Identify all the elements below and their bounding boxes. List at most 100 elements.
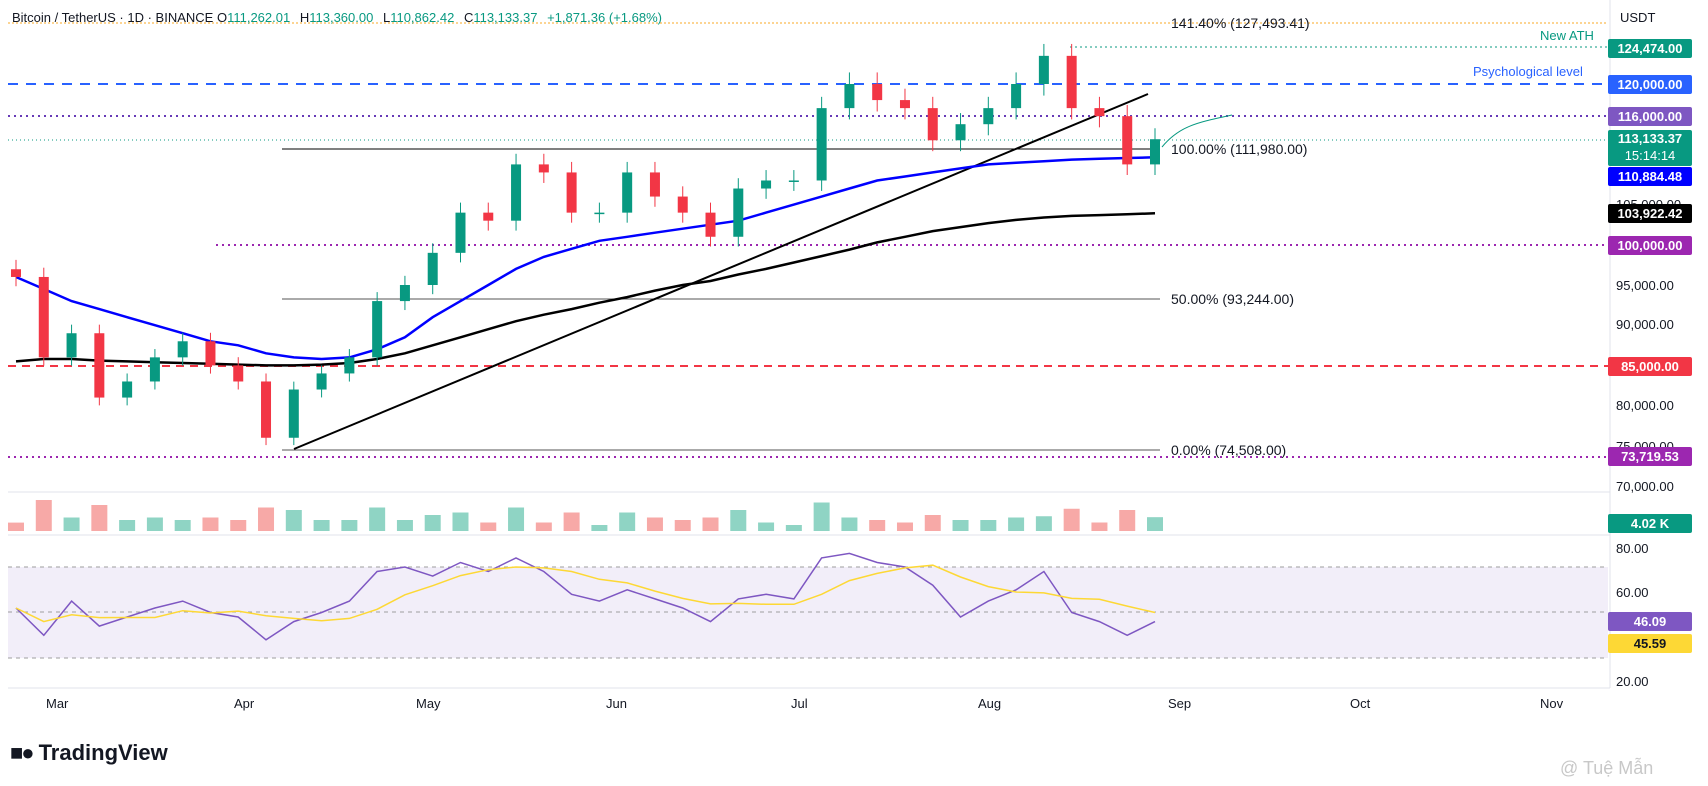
month-label: Nov bbox=[1540, 696, 1564, 711]
tag-rsi-ma: 45.59 bbox=[1608, 634, 1692, 653]
candle-body bbox=[149, 357, 160, 382]
candle-body bbox=[38, 276, 49, 358]
candle-body bbox=[122, 381, 133, 398]
trendline[interactable] bbox=[293, 93, 1149, 450]
candle-body bbox=[844, 84, 855, 109]
symbol-name[interactable]: Bitcoin / TetherUS · 1D · BINANCE bbox=[12, 10, 214, 25]
volume-bar bbox=[758, 522, 775, 531]
candle-body bbox=[955, 124, 966, 141]
month-label: Apr bbox=[234, 696, 255, 711]
tag-volume: 4.02 K bbox=[1608, 514, 1692, 533]
candle-body bbox=[1094, 108, 1105, 117]
volume-bar bbox=[591, 525, 608, 531]
volume-bar bbox=[63, 517, 80, 531]
candle-body bbox=[566, 172, 577, 213]
candle-body bbox=[1066, 55, 1077, 109]
volume-bar bbox=[202, 517, 219, 531]
volume-bar bbox=[702, 517, 719, 531]
candle-body bbox=[927, 108, 938, 141]
candle-body bbox=[705, 212, 716, 237]
close-label: C bbox=[463, 10, 474, 25]
month-label: May bbox=[416, 696, 441, 711]
candle-body bbox=[677, 196, 688, 213]
open-value: 111,262.01 bbox=[227, 10, 291, 25]
high-label: H bbox=[299, 10, 310, 25]
volume-bar bbox=[1008, 517, 1025, 531]
tag-ma200: 103,922.42 bbox=[1608, 204, 1692, 223]
candle-body bbox=[11, 269, 21, 277]
volume-bar bbox=[91, 505, 108, 531]
volume-bar bbox=[285, 510, 302, 531]
volume-bar bbox=[1091, 522, 1108, 531]
candle-body bbox=[1038, 55, 1049, 84]
candle-body bbox=[455, 212, 466, 253]
volume-bar bbox=[619, 512, 636, 531]
tag-120k: 120,000.00 bbox=[1608, 75, 1692, 94]
volume-bar bbox=[174, 520, 191, 531]
tag-rsi: 46.09 bbox=[1608, 612, 1692, 631]
candle-body bbox=[1122, 116, 1133, 165]
candle-body bbox=[538, 164, 549, 173]
volume-bar bbox=[896, 522, 913, 531]
projection-curve bbox=[1161, 114, 1233, 148]
volume-bar bbox=[1119, 510, 1136, 531]
volume-bar bbox=[674, 520, 691, 531]
candle-body bbox=[288, 389, 299, 438]
fib-100-label: 100.00% (111,980.00) bbox=[1171, 141, 1308, 157]
tradingview-logo-text: TradingView bbox=[38, 740, 168, 765]
candle-body bbox=[94, 333, 105, 398]
candle-body bbox=[733, 188, 744, 237]
psych-level-label: Psychological level bbox=[1473, 64, 1583, 79]
change-value: +1,871.36 (+1.68%) bbox=[547, 10, 662, 25]
volume-bar bbox=[230, 520, 247, 531]
candle-body bbox=[233, 365, 244, 382]
volume-bar bbox=[35, 500, 52, 531]
tradingview-logo-icon: ■● bbox=[10, 740, 35, 765]
month-label: Mar bbox=[46, 696, 69, 711]
month-label: Jun bbox=[606, 696, 627, 711]
candle-body bbox=[483, 212, 494, 221]
symbol-header: Bitcoin / TetherUS · 1D · BINANCE O111,2… bbox=[12, 10, 668, 25]
candle-body bbox=[622, 172, 633, 213]
volume-bar bbox=[1147, 517, 1163, 531]
watermark: @ Tuệ Mẫn bbox=[1560, 758, 1654, 778]
rsi-tick: 60.00 bbox=[1616, 585, 1649, 600]
price-unit[interactable]: USDT bbox=[1620, 10, 1656, 25]
candle-body bbox=[66, 333, 77, 358]
rsi-tick: 20.00 bbox=[1616, 674, 1649, 689]
rsi-tick: 80.00 bbox=[1616, 541, 1649, 556]
volume-bar bbox=[258, 507, 275, 531]
candle-body bbox=[1011, 84, 1022, 109]
last-price-value: 113,133.37 bbox=[1617, 131, 1683, 146]
new-ath-label: New ATH bbox=[1540, 28, 1594, 43]
price-tick: 80,000.00 bbox=[1616, 398, 1674, 413]
open-label: O bbox=[216, 10, 228, 25]
volume-bar bbox=[841, 517, 858, 531]
volume-bar bbox=[341, 520, 358, 531]
volume-bar bbox=[146, 517, 163, 531]
candle-body bbox=[899, 100, 910, 109]
chart-background bbox=[0, 0, 1610, 786]
candle-body bbox=[761, 180, 772, 189]
tag-ma100: 110,884.48 bbox=[1608, 167, 1692, 186]
volume-bar bbox=[730, 510, 747, 531]
fib-141-label: 141.40% (127,493.41) bbox=[1171, 15, 1310, 31]
candle-body bbox=[594, 212, 605, 215]
volume-bar bbox=[1035, 516, 1052, 531]
tag-100k: 100,000.00 bbox=[1608, 236, 1692, 255]
fib-50-label: 50.00% (93,244.00) bbox=[1171, 291, 1294, 307]
high-value: 113,360.00 bbox=[309, 10, 374, 25]
volume-bar bbox=[119, 520, 136, 531]
volume-bars bbox=[8, 500, 1163, 531]
candle-body bbox=[261, 381, 272, 438]
tradingview-logo[interactable]: ■● TradingView bbox=[10, 740, 168, 766]
tag-ath: 124,474.00 bbox=[1608, 39, 1692, 58]
month-label: Oct bbox=[1350, 696, 1371, 711]
candle-body bbox=[983, 108, 994, 125]
volume-bar bbox=[1063, 508, 1080, 531]
tag-last-price: 113,133.37 15:14:14 bbox=[1608, 130, 1692, 166]
candle-body bbox=[372, 301, 383, 358]
rsi-ma-path bbox=[15, 564, 1156, 623]
candle-body bbox=[649, 172, 660, 197]
